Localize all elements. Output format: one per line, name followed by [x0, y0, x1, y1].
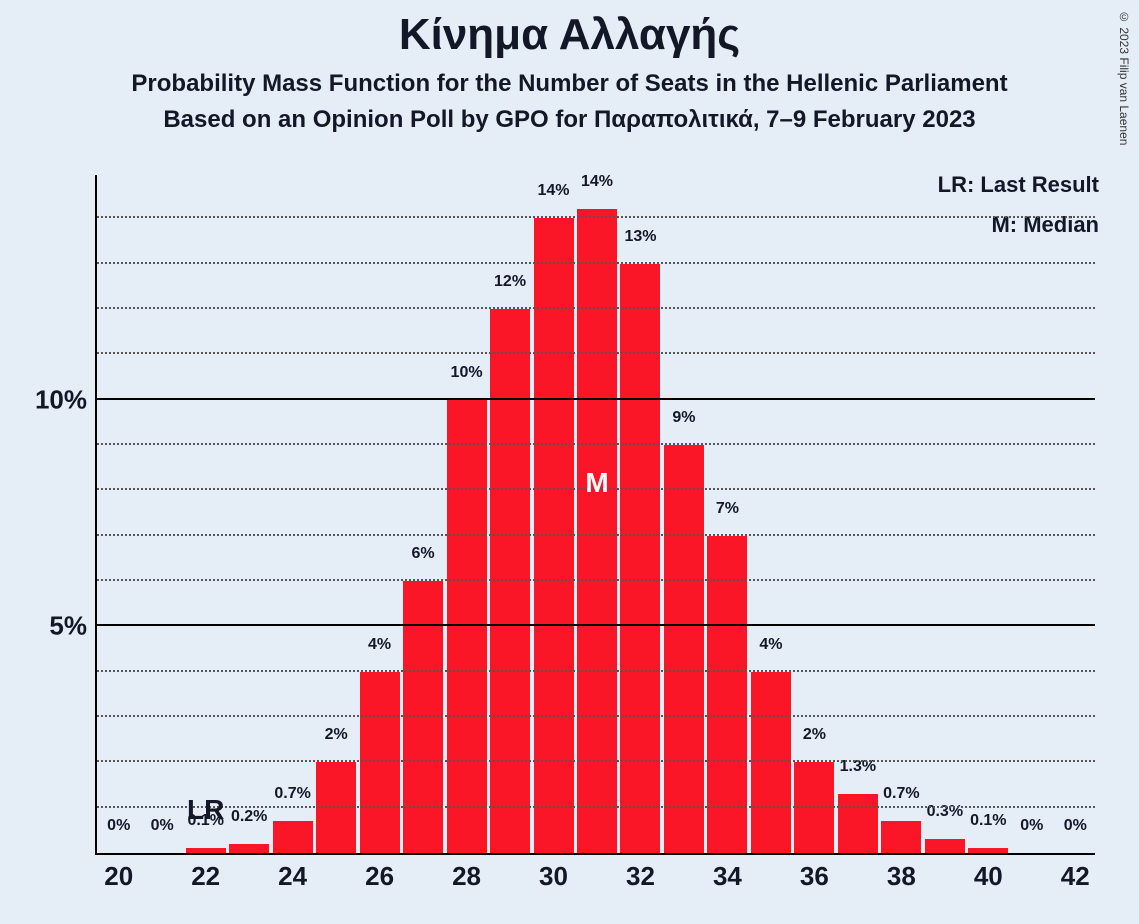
- gridline-major: [97, 398, 1095, 400]
- bar: [316, 762, 356, 853]
- gridline-minor: [97, 262, 1095, 264]
- x-axis-tick: 28: [452, 861, 481, 892]
- gridline-minor: [97, 715, 1095, 717]
- bar-slot: 0%: [1012, 173, 1052, 853]
- bar: [273, 821, 313, 853]
- bar: [534, 218, 574, 853]
- bar-slot: 0%: [142, 173, 182, 853]
- bar-slot: 0.1%: [968, 173, 1008, 853]
- x-axis-tick: 30: [539, 861, 568, 892]
- bar-slot: 2%: [316, 173, 356, 853]
- bar: [490, 309, 530, 853]
- source-line: Based on an Opinion Poll by GPO for Παρα…: [0, 106, 1139, 134]
- bar-slot: 0%: [1055, 173, 1095, 853]
- bar: [577, 209, 617, 853]
- bar-slot: 12%: [490, 173, 530, 853]
- x-axis-tick: 42: [1061, 861, 1090, 892]
- x-axis-tick: 38: [887, 861, 916, 892]
- bar-slot: 0.7%: [273, 173, 313, 853]
- bar-slot: 0%: [99, 173, 139, 853]
- title-block: Κίνημα Αλλαγής Probability Mass Function…: [0, 0, 1139, 134]
- bars-container: 0%0%0.1%0.2%0.7%2%4%6%10%12%14%14%13%9%7…: [97, 175, 1095, 853]
- x-axis-tick: 24: [278, 861, 307, 892]
- bar-slot: 0.7%: [881, 173, 921, 853]
- gridline-minor: [97, 670, 1095, 672]
- x-axis-tick: 26: [365, 861, 394, 892]
- bar-slot: 0.1%: [186, 173, 226, 853]
- bar: [186, 848, 226, 853]
- bar-slot: 14%: [534, 173, 574, 853]
- gridline-minor: [97, 352, 1095, 354]
- copyright-text: © 2023 Filip van Laenen: [1117, 10, 1131, 145]
- lr-marker: LR: [187, 794, 224, 826]
- gridline-minor: [97, 307, 1095, 309]
- bar: [881, 821, 921, 853]
- gridline-minor: [97, 216, 1095, 218]
- bar-slot: 0.2%: [229, 173, 269, 853]
- bar: [403, 581, 443, 853]
- bar: [229, 844, 269, 853]
- bar-slot: 2%: [794, 173, 834, 853]
- x-axis-tick: 40: [974, 861, 1003, 892]
- bar-slot: 13%: [620, 173, 660, 853]
- bar-value-label: 0%: [1035, 817, 1115, 835]
- gridline-minor: [97, 760, 1095, 762]
- x-axis-tick: 36: [800, 861, 829, 892]
- gridline-minor: [97, 534, 1095, 536]
- bar-slot: 6%: [403, 173, 443, 853]
- gridline-minor: [97, 806, 1095, 808]
- x-axis-tick: 20: [104, 861, 133, 892]
- bar-slot: 7%: [707, 173, 747, 853]
- gridline-minor: [97, 579, 1095, 581]
- x-axis-tick: 34: [713, 861, 742, 892]
- gridline-major: [97, 624, 1095, 626]
- x-axis-tick: 22: [191, 861, 220, 892]
- subtitle: Probability Mass Function for the Number…: [0, 70, 1139, 98]
- bar: [925, 839, 965, 853]
- bar: [968, 848, 1008, 853]
- gridline-minor: [97, 443, 1095, 445]
- main-title: Κίνημα Αλλαγής: [0, 10, 1139, 60]
- y-axis-tick: 5%: [27, 611, 87, 642]
- median-marker: M: [585, 467, 608, 499]
- bar-slot: 4%: [360, 173, 400, 853]
- bar-slot: 1.3%: [838, 173, 878, 853]
- bar-slot: 0.3%: [925, 173, 965, 853]
- x-axis-tick: 32: [626, 861, 655, 892]
- y-axis-tick: 10%: [27, 384, 87, 415]
- bar-slot: 4%: [751, 173, 791, 853]
- chart-plot-area: 0%0%0.1%0.2%0.7%2%4%6%10%12%14%14%13%9%7…: [95, 175, 1095, 855]
- bar-slot: 14%: [577, 173, 617, 853]
